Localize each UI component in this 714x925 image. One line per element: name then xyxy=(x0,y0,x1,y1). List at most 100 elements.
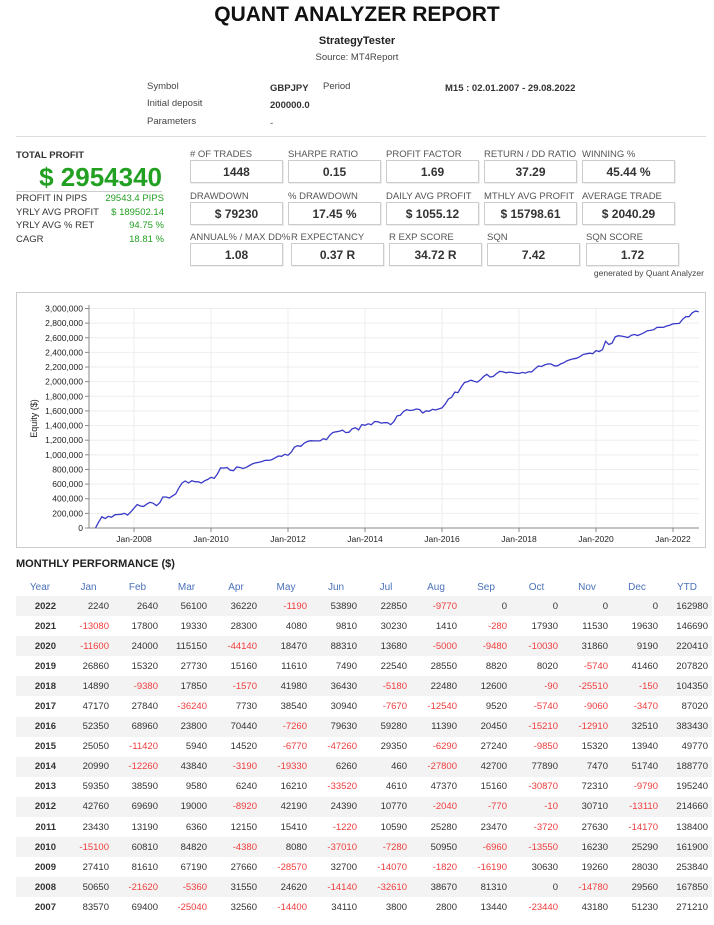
value-cell: -36240 xyxy=(177,701,207,713)
value-cell: 24000 xyxy=(113,636,162,657)
value-cell: 69690 xyxy=(113,796,162,818)
value-cell: -5180 xyxy=(361,676,411,697)
value-cell: 49770 xyxy=(681,741,708,753)
value-cell: 25290 xyxy=(612,837,662,858)
value-cell: 161900 xyxy=(662,837,712,858)
value-cell: 8020 xyxy=(536,660,558,672)
value-cell: -37010 xyxy=(311,837,361,858)
value-cell: 207820 xyxy=(676,660,708,672)
divider xyxy=(16,136,706,137)
value-cell: 36220 xyxy=(211,596,261,617)
value-cell: 2800 xyxy=(435,901,457,913)
value-cell: -3470 xyxy=(633,701,658,713)
stat-card: R EXPECTANCY 0.37 R xyxy=(291,232,384,266)
value-cell: -14400 xyxy=(277,901,307,913)
value-cell: 29560 xyxy=(612,877,662,898)
stat-label: R EXPECTANCY xyxy=(291,232,365,243)
value-cell: 15160 xyxy=(480,781,507,793)
value-cell: 11530 xyxy=(582,620,608,632)
stat-value: 1.08 xyxy=(190,243,283,266)
y-tick-label: 2,200,000 xyxy=(45,362,83,372)
stat-card: RETURN / DD RATIO 37.29 xyxy=(484,149,577,183)
stat-card: MTHLY AVG PROFIT $ 15798.61 xyxy=(484,191,577,225)
stat-value: 7.42 xyxy=(487,243,580,266)
y-tick-label: 1,200,000 xyxy=(45,435,83,445)
value-cell: 27840 xyxy=(131,701,158,713)
period-label: Period xyxy=(323,81,351,92)
value-cell: 28030 xyxy=(631,861,658,873)
value-cell: 14890 xyxy=(64,676,113,697)
value-cell: -9850 xyxy=(533,741,558,753)
value-cell: 23470 xyxy=(480,821,507,833)
value-cell: 22480 xyxy=(411,676,461,697)
column-header: Jun xyxy=(327,582,345,593)
stat-label: AVERAGE TRADE xyxy=(582,191,662,202)
value-cell: 5940 xyxy=(185,741,207,753)
value-cell: 4610 xyxy=(385,781,407,793)
value-cell: 34110 xyxy=(331,901,357,913)
value-cell: 81610 xyxy=(131,861,158,873)
value-cell: -13080 xyxy=(79,620,109,632)
stat-value: 34.72 R xyxy=(389,243,482,266)
value-cell: -11420 xyxy=(129,741,158,753)
total-profit-label: TOTAL PROFIT xyxy=(16,150,85,161)
value-cell: -10030 xyxy=(511,636,562,657)
year-cell: 2011 xyxy=(35,821,56,833)
year-cell: 2020 xyxy=(16,636,64,657)
year-cell: 2016 xyxy=(16,716,64,737)
value-cell: 104350 xyxy=(662,676,712,697)
value-cell: 253840 xyxy=(676,861,708,873)
value-cell: 50650 xyxy=(64,877,113,898)
y-tick-label: 0 xyxy=(78,523,83,533)
column-header: Year xyxy=(29,582,51,593)
value-cell: 42760 xyxy=(64,796,113,818)
stat-label: DAILY AVG PROFIT xyxy=(386,191,472,202)
value-cell: -10 xyxy=(511,796,562,818)
value-cell: -13110 xyxy=(612,796,662,818)
stat-label: RETURN / DD RATIO xyxy=(484,149,577,160)
value-cell: 19000 xyxy=(162,796,211,818)
value-cell: 12600 xyxy=(461,676,511,697)
value-cell: -770 xyxy=(461,796,511,818)
year-cell: 2007 xyxy=(34,901,56,913)
value-cell: -90 xyxy=(511,676,562,697)
table-row: 2010 -15100 60810 84820 -4380 8080 -37010 -7280… xyxy=(16,837,712,858)
x-tick-label: Jan-2014 xyxy=(347,534,383,544)
value-cell: 19630 xyxy=(631,620,658,632)
value-cell: -2040 xyxy=(411,796,461,818)
y-tick-label: 3,000,000 xyxy=(45,304,83,314)
value-cell: -7280 xyxy=(361,837,411,858)
stat-card: % DRAWDOWN 17.45 % xyxy=(288,191,381,225)
value-cell: 4080 xyxy=(285,620,307,632)
value-cell: -5740 xyxy=(583,660,608,672)
value-cell: 20990 xyxy=(64,756,113,777)
value-cell: -9480 xyxy=(461,636,511,657)
stat-card: SQN SCORE 1.72 xyxy=(586,232,679,266)
value-cell: 11610 xyxy=(281,660,307,672)
value-cell: 6240 xyxy=(235,781,257,793)
year-cell: 2019 xyxy=(34,660,56,672)
value-cell: -25040 xyxy=(177,901,207,913)
value-cell: -23440 xyxy=(528,901,558,913)
value-cell: 195240 xyxy=(676,781,708,793)
value-cell: 23430 xyxy=(82,821,109,833)
table-row: 2009 27410 81610 67190 27660 -28570 32700 -1407… xyxy=(16,857,712,877)
value-cell: 220410 xyxy=(662,636,712,657)
value-cell: -1190 xyxy=(261,596,311,617)
column-header: Jul xyxy=(379,582,393,593)
value-cell: 28550 xyxy=(430,660,457,672)
value-cell: 10590 xyxy=(380,821,407,833)
stat-label: MTHLY AVG PROFIT xyxy=(484,191,575,202)
value-cell: -6960 xyxy=(461,837,511,858)
table-row: 2012 42760 69690 19000 -8920 42190 24390 10770-… xyxy=(16,796,712,818)
column-header: Dec xyxy=(628,582,646,593)
y-tick-label: 400,000 xyxy=(52,494,83,504)
value-cell: 0 xyxy=(562,596,612,617)
summary-row-label: PROFIT IN PIPS xyxy=(16,193,88,204)
value-cell: 72310 xyxy=(581,781,608,793)
value-cell: 0 xyxy=(461,596,511,617)
table-row: 2007 83570 69400 -25040 32560 -14400 34110 3800… xyxy=(16,897,712,917)
deposit-label: Initial deposit xyxy=(147,98,203,109)
value-cell: 42190 xyxy=(261,796,311,818)
value-cell: -7670 xyxy=(382,701,407,713)
